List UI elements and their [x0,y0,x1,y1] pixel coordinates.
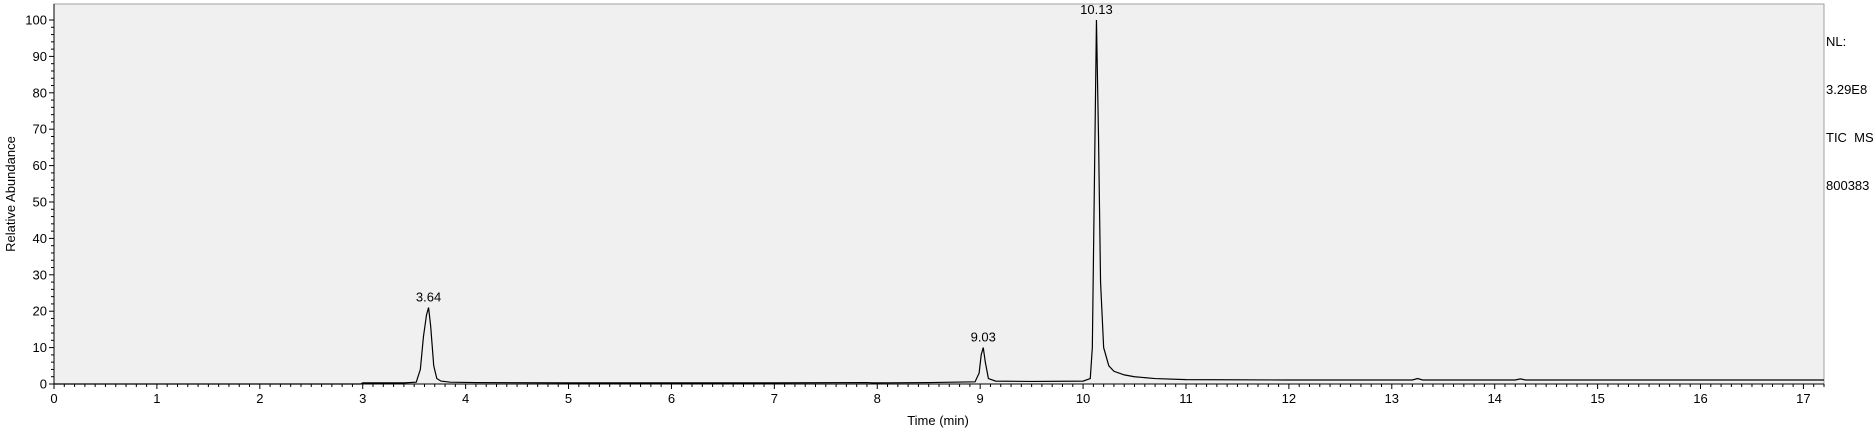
plot-area [53,3,1825,385]
sample-id: 800383 [1826,178,1870,193]
x-tick-label: 7 [771,391,778,406]
peak-label: 10.13 [1080,2,1113,17]
y-tick-label: 40 [33,231,47,246]
y-tick-label: 20 [33,304,47,319]
x-tick-label: 5 [565,391,572,406]
x-tick-label: 17 [1796,391,1810,406]
trace-type: TIC MS [1826,130,1874,145]
x-tick-label: 0 [50,391,57,406]
peak-label: 3.64 [416,290,441,305]
y-tick-label: 100 [25,13,47,28]
x-tick-label: 2 [256,391,263,406]
y-tick-label: 80 [33,85,47,100]
x-tick-label: 10 [1076,391,1090,406]
x-tick-label: 14 [1487,391,1501,406]
x-tick-label: 8 [874,391,881,406]
y-tick-label: 90 [33,49,47,64]
x-tick-label: 12 [1282,391,1296,406]
x-tick-label: 11 [1179,391,1193,406]
x-tick-label: 6 [668,391,675,406]
peak-labels: 3.64 9.03 10.13 [416,2,1113,345]
y-tick-label: 10 [33,340,47,355]
x-tick-label: 4 [462,391,469,406]
x-tick-label: 16 [1693,391,1707,406]
y-axis-title: Relative Abundance [3,136,18,252]
y-tick-label: 50 [33,195,47,210]
y-tick-label: 60 [33,158,47,173]
x-tick-label: 9 [977,391,984,406]
y-tick-label: 70 [33,122,47,137]
peak-label: 9.03 [971,330,996,345]
y-axis: 0 10 20 30 40 50 60 70 80 90 100 [25,4,55,392]
trace-info-panel: NL: 3.29E8 TIC MS 800383 [1826,2,1874,210]
x-tick-label: 15 [1590,391,1604,406]
x-tick-label: 1 [153,391,160,406]
nl-label: NL: [1826,34,1847,49]
y-tick-label: 30 [33,267,47,282]
tic-trace-line [54,19,1824,385]
x-axis-title: Time (min) [907,413,969,428]
x-tick-label: 13 [1385,391,1399,406]
x-tick-label: 3 [359,391,366,406]
nl-value: 3.29E8 [1826,82,1868,97]
x-axis: 0 1 2 3 4 5 6 7 8 9 10 11 12 13 14 15 16 17 [50,383,1825,406]
y-tick-label: 0 [40,377,47,392]
